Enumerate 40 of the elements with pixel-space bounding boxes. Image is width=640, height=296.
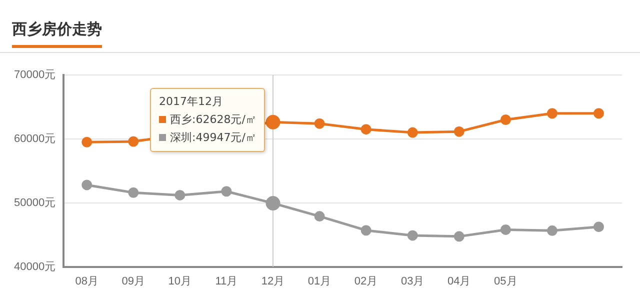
point — [314, 118, 325, 129]
point — [546, 225, 558, 236]
x-tick-label: 09月 — [122, 275, 146, 288]
point — [593, 108, 604, 119]
annotation: :62628元/㎡ — [192, 113, 256, 126]
x-tick-label: 04月 — [448, 275, 471, 288]
point — [221, 186, 232, 197]
point — [407, 230, 418, 241]
point — [546, 108, 558, 119]
x-tick-label: 08月 — [75, 275, 98, 288]
point — [500, 224, 511, 235]
x-tick-label: 05月 — [494, 275, 518, 288]
x-tick-label: 10月 — [168, 275, 192, 288]
point — [454, 231, 464, 242]
point — [360, 124, 372, 135]
point — [314, 211, 325, 222]
point — [128, 136, 139, 147]
point — [593, 222, 604, 232]
point — [407, 127, 418, 138]
point — [128, 187, 139, 198]
x-tick-label: 01月 — [308, 275, 332, 288]
y-tick-label: 60000元 — [14, 132, 56, 145]
point — [500, 114, 511, 126]
y-tick-label: 70000元 — [14, 69, 56, 82]
point — [82, 136, 92, 148]
y-tick-label: 50000元 — [14, 196, 56, 209]
chart-title: 西乡房价走势 — [12, 20, 102, 48]
legend-label: 西乡 — [170, 113, 192, 126]
annotation: :49947元/㎡ — [192, 131, 256, 144]
x-tick-label: 12月 — [261, 275, 285, 288]
point — [360, 225, 372, 236]
annotation: 2017年12月 — [159, 95, 223, 108]
point — [454, 126, 464, 137]
legend-label: 深圳 — [170, 131, 192, 144]
x-tick-label: 02月 — [354, 275, 378, 288]
y-tick-label: 40000元 — [14, 260, 56, 273]
x-tick-label: 11月 — [215, 275, 238, 288]
x-tick-label: 03月 — [400, 275, 424, 288]
point — [82, 180, 92, 190]
point — [174, 190, 186, 200]
